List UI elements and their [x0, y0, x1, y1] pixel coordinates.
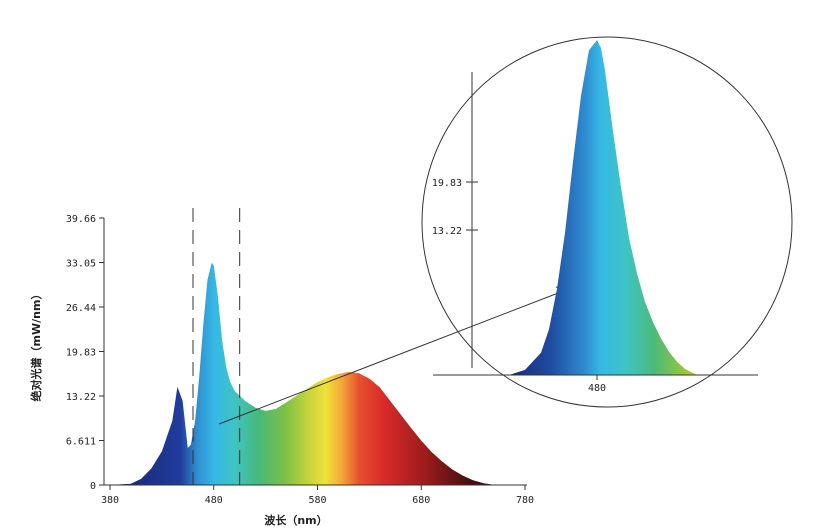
main-plot-area: 380 480 580 680 780 0 6.611 13.22 19.83 26.44 33.…: [29, 208, 534, 527]
y-tick-label: 19.83: [66, 348, 96, 359]
y-tick-label: 33.05: [66, 259, 96, 270]
inset-spectrum-peak: [509, 40, 697, 375]
zoom-inset: 13.22 19.83 480: [421, 36, 793, 408]
x-tick-label: 780: [516, 495, 534, 506]
inset-y-tick-label: 19.83: [432, 178, 462, 189]
x-tick-label: 480: [205, 495, 223, 506]
spectrum-area: [110, 262, 525, 485]
x-tick-label: 680: [412, 495, 430, 506]
y-tick-label: 39.66: [66, 214, 96, 225]
y-axis-title: 绝对光谱（mW/nm）: [29, 289, 43, 402]
y-tick-label: 26.44: [66, 303, 96, 314]
inset-x-tick-label: 480: [588, 383, 606, 394]
x-tick-label: 380: [101, 495, 119, 506]
y-tick-label: 13.22: [66, 392, 96, 403]
zoom-pointer-arrow: [218, 286, 567, 425]
y-tick-label: 0: [90, 481, 96, 492]
inset-axis-ticks: 13.22 19.83 480: [432, 178, 606, 394]
inset-y-tick-label: 13.22: [432, 226, 462, 237]
x-axis-title: 波长（nm）: [264, 513, 327, 527]
zoom-inset-circle: [421, 36, 793, 408]
y-axis-ticks: 0 6.611 13.22 19.83 26.44 33.05 39.66: [66, 214, 104, 492]
x-axis-ticks: 380 480 580 680 780: [101, 485, 534, 506]
x-tick-label: 580: [308, 495, 326, 506]
y-tick-label: 6.611: [66, 436, 96, 447]
